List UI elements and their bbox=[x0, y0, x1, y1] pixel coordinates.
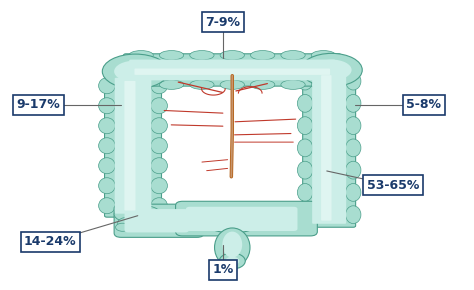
Ellipse shape bbox=[151, 118, 167, 134]
Ellipse shape bbox=[311, 50, 336, 60]
Ellipse shape bbox=[346, 206, 361, 224]
Ellipse shape bbox=[346, 139, 361, 157]
Ellipse shape bbox=[250, 50, 275, 60]
Ellipse shape bbox=[297, 72, 313, 90]
Ellipse shape bbox=[159, 50, 183, 60]
Ellipse shape bbox=[222, 232, 242, 258]
Ellipse shape bbox=[346, 72, 361, 90]
Ellipse shape bbox=[297, 139, 313, 157]
Ellipse shape bbox=[114, 61, 156, 82]
Ellipse shape bbox=[297, 117, 313, 135]
Ellipse shape bbox=[116, 223, 130, 231]
FancyBboxPatch shape bbox=[129, 59, 335, 80]
Ellipse shape bbox=[114, 205, 161, 224]
Ellipse shape bbox=[151, 98, 167, 114]
Ellipse shape bbox=[151, 78, 167, 94]
Ellipse shape bbox=[220, 80, 245, 89]
Ellipse shape bbox=[225, 257, 239, 265]
Text: 14-24%: 14-24% bbox=[24, 235, 77, 248]
Ellipse shape bbox=[151, 198, 167, 214]
Ellipse shape bbox=[99, 98, 115, 114]
Ellipse shape bbox=[346, 161, 361, 179]
Ellipse shape bbox=[346, 95, 361, 112]
Ellipse shape bbox=[301, 53, 362, 86]
FancyBboxPatch shape bbox=[135, 68, 330, 75]
Ellipse shape bbox=[311, 80, 336, 89]
FancyBboxPatch shape bbox=[124, 54, 341, 86]
FancyBboxPatch shape bbox=[124, 81, 136, 211]
FancyBboxPatch shape bbox=[115, 78, 151, 214]
Text: 53-65%: 53-65% bbox=[367, 179, 419, 192]
Text: 1%: 1% bbox=[212, 263, 234, 276]
FancyBboxPatch shape bbox=[303, 68, 356, 227]
Text: 7-9%: 7-9% bbox=[205, 16, 240, 29]
FancyBboxPatch shape bbox=[105, 74, 162, 217]
Ellipse shape bbox=[297, 95, 313, 112]
Ellipse shape bbox=[215, 228, 250, 267]
FancyBboxPatch shape bbox=[186, 207, 298, 231]
FancyBboxPatch shape bbox=[114, 204, 204, 237]
Ellipse shape bbox=[346, 117, 361, 135]
Ellipse shape bbox=[346, 184, 361, 201]
Ellipse shape bbox=[99, 118, 115, 134]
Ellipse shape bbox=[297, 161, 313, 179]
Ellipse shape bbox=[311, 59, 352, 80]
Ellipse shape bbox=[159, 80, 183, 89]
Ellipse shape bbox=[151, 158, 167, 174]
Ellipse shape bbox=[118, 217, 139, 229]
Ellipse shape bbox=[281, 50, 305, 60]
FancyBboxPatch shape bbox=[175, 201, 318, 236]
Ellipse shape bbox=[129, 50, 153, 60]
Ellipse shape bbox=[219, 253, 245, 269]
FancyBboxPatch shape bbox=[125, 209, 189, 233]
FancyBboxPatch shape bbox=[312, 72, 346, 224]
Text: 9-17%: 9-17% bbox=[17, 98, 60, 111]
Ellipse shape bbox=[297, 206, 313, 224]
Ellipse shape bbox=[99, 158, 115, 174]
Ellipse shape bbox=[190, 50, 214, 60]
Ellipse shape bbox=[297, 184, 313, 201]
Ellipse shape bbox=[102, 54, 168, 89]
Ellipse shape bbox=[250, 80, 275, 89]
Ellipse shape bbox=[151, 138, 167, 154]
Ellipse shape bbox=[99, 78, 115, 94]
Ellipse shape bbox=[190, 80, 214, 89]
Ellipse shape bbox=[99, 198, 115, 214]
Ellipse shape bbox=[99, 178, 115, 194]
Ellipse shape bbox=[281, 80, 305, 89]
FancyBboxPatch shape bbox=[321, 75, 331, 221]
Ellipse shape bbox=[129, 80, 153, 89]
Ellipse shape bbox=[99, 138, 115, 154]
Ellipse shape bbox=[151, 178, 167, 194]
Ellipse shape bbox=[220, 50, 245, 60]
Text: 5-8%: 5-8% bbox=[406, 98, 441, 111]
